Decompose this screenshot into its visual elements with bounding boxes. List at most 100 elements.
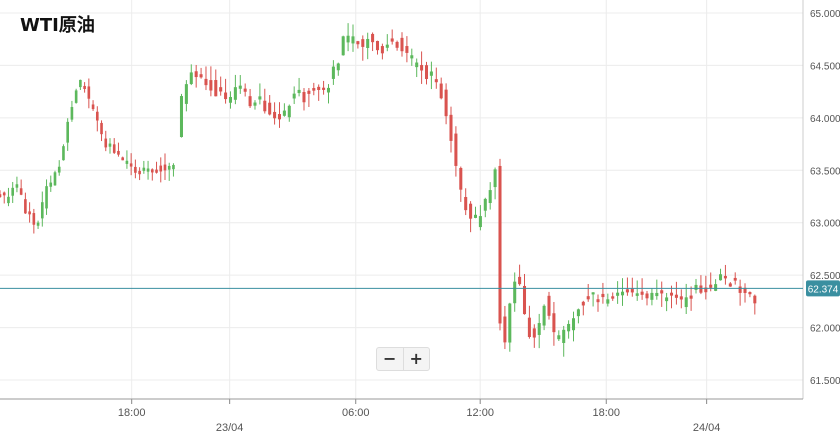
candle-body xyxy=(79,79,82,88)
candle-body xyxy=(238,85,242,89)
candle-body xyxy=(219,87,223,92)
candle-body xyxy=(312,88,316,91)
candle-body xyxy=(91,104,95,110)
candle-body xyxy=(464,196,468,211)
candle-body xyxy=(733,277,737,281)
candle-body xyxy=(488,190,492,204)
candle-body xyxy=(163,164,167,171)
candle-body xyxy=(199,74,203,78)
candle-body xyxy=(7,196,10,204)
candle-body xyxy=(366,38,370,48)
candle-body xyxy=(709,284,713,288)
candle-body xyxy=(24,199,27,214)
candle-body xyxy=(753,295,757,304)
candle-body xyxy=(277,114,282,120)
candle-body xyxy=(0,194,2,198)
candle-body xyxy=(336,63,340,71)
candle-body xyxy=(498,165,502,324)
candle-body xyxy=(112,144,116,153)
candle-body xyxy=(66,121,69,143)
candle-body xyxy=(650,292,654,300)
candle-body xyxy=(87,86,91,99)
candle-body xyxy=(429,71,433,76)
candle-body xyxy=(134,166,137,173)
candle-body xyxy=(307,90,311,94)
candle-body xyxy=(390,38,394,42)
candle-body xyxy=(375,40,380,51)
candle-body xyxy=(478,216,482,228)
candle-body xyxy=(434,79,438,83)
zoom-controls: − + xyxy=(376,347,430,371)
candle-body xyxy=(32,213,36,225)
candle-body xyxy=(714,284,718,291)
y-axis-ticks: 65.000 64.500 64.000 63.500 63.000 62.500 62.0… xyxy=(810,9,840,387)
candle-body xyxy=(263,100,267,112)
x-tick-label: 18:00 xyxy=(118,407,146,419)
candle-body xyxy=(253,102,257,106)
candle-body xyxy=(718,274,723,281)
candle-body xyxy=(723,275,727,279)
y-tick-label: 63.000 xyxy=(810,219,840,230)
candle-body xyxy=(586,296,590,300)
candle-body xyxy=(660,290,664,294)
candle-body xyxy=(576,309,580,317)
candle-body xyxy=(439,83,443,99)
candle-body xyxy=(302,92,306,103)
current-price-label: 62.374 xyxy=(808,284,839,295)
candle-body xyxy=(361,39,365,47)
zoom-out-button[interactable]: − xyxy=(377,348,404,370)
candle-body xyxy=(172,164,175,170)
candle-body xyxy=(493,169,497,188)
axes xyxy=(0,0,804,404)
candle-body xyxy=(19,188,23,195)
candle-body xyxy=(150,169,154,173)
candle-body xyxy=(420,65,424,71)
candle-body xyxy=(117,150,120,155)
candle-body xyxy=(273,111,277,119)
candle-body xyxy=(142,167,146,171)
candle-body xyxy=(74,90,78,103)
y-tick-label: 65.000 xyxy=(810,9,840,20)
candle-body xyxy=(11,187,15,196)
current-price-label-bg xyxy=(806,280,840,297)
candle-body xyxy=(552,313,556,333)
candle-body xyxy=(155,169,158,173)
candle-body xyxy=(121,157,124,161)
x-tick-label: 23/04 xyxy=(216,422,244,434)
candle-body xyxy=(258,96,262,100)
candle-body xyxy=(167,165,171,170)
zoom-in-button[interactable]: + xyxy=(409,349,423,368)
candle-body xyxy=(400,37,404,52)
y-tick-label: 64.000 xyxy=(810,114,840,125)
x-tick-label: 18:00 xyxy=(592,407,620,419)
candle-body xyxy=(557,335,561,340)
candle-body xyxy=(146,168,150,172)
chart-title: WTI原油 xyxy=(20,15,95,36)
candle-body xyxy=(70,107,74,120)
candle-body xyxy=(562,329,566,343)
candle-body xyxy=(395,41,399,48)
candle-body xyxy=(699,285,703,293)
candle-body xyxy=(62,146,65,161)
candle-body xyxy=(616,292,620,296)
candle-body xyxy=(53,172,57,186)
candle-body xyxy=(108,143,112,147)
candle-body xyxy=(601,293,605,298)
candle-body xyxy=(640,291,644,295)
candle-body xyxy=(459,167,463,190)
candle-body xyxy=(665,297,669,302)
candle-body xyxy=(611,296,615,299)
candle-body xyxy=(233,87,237,100)
candle-body xyxy=(57,166,61,173)
candle-body xyxy=(669,292,674,296)
y-tick-label: 62.500 xyxy=(810,271,840,282)
candle-body xyxy=(449,114,453,141)
candle-body xyxy=(513,281,517,304)
candle-body xyxy=(518,276,522,285)
candle-body xyxy=(356,41,360,45)
candle-body xyxy=(567,323,571,332)
x-tick-label: 12:00 xyxy=(466,407,494,419)
candle-body xyxy=(405,46,409,53)
candle-body xyxy=(645,293,649,299)
